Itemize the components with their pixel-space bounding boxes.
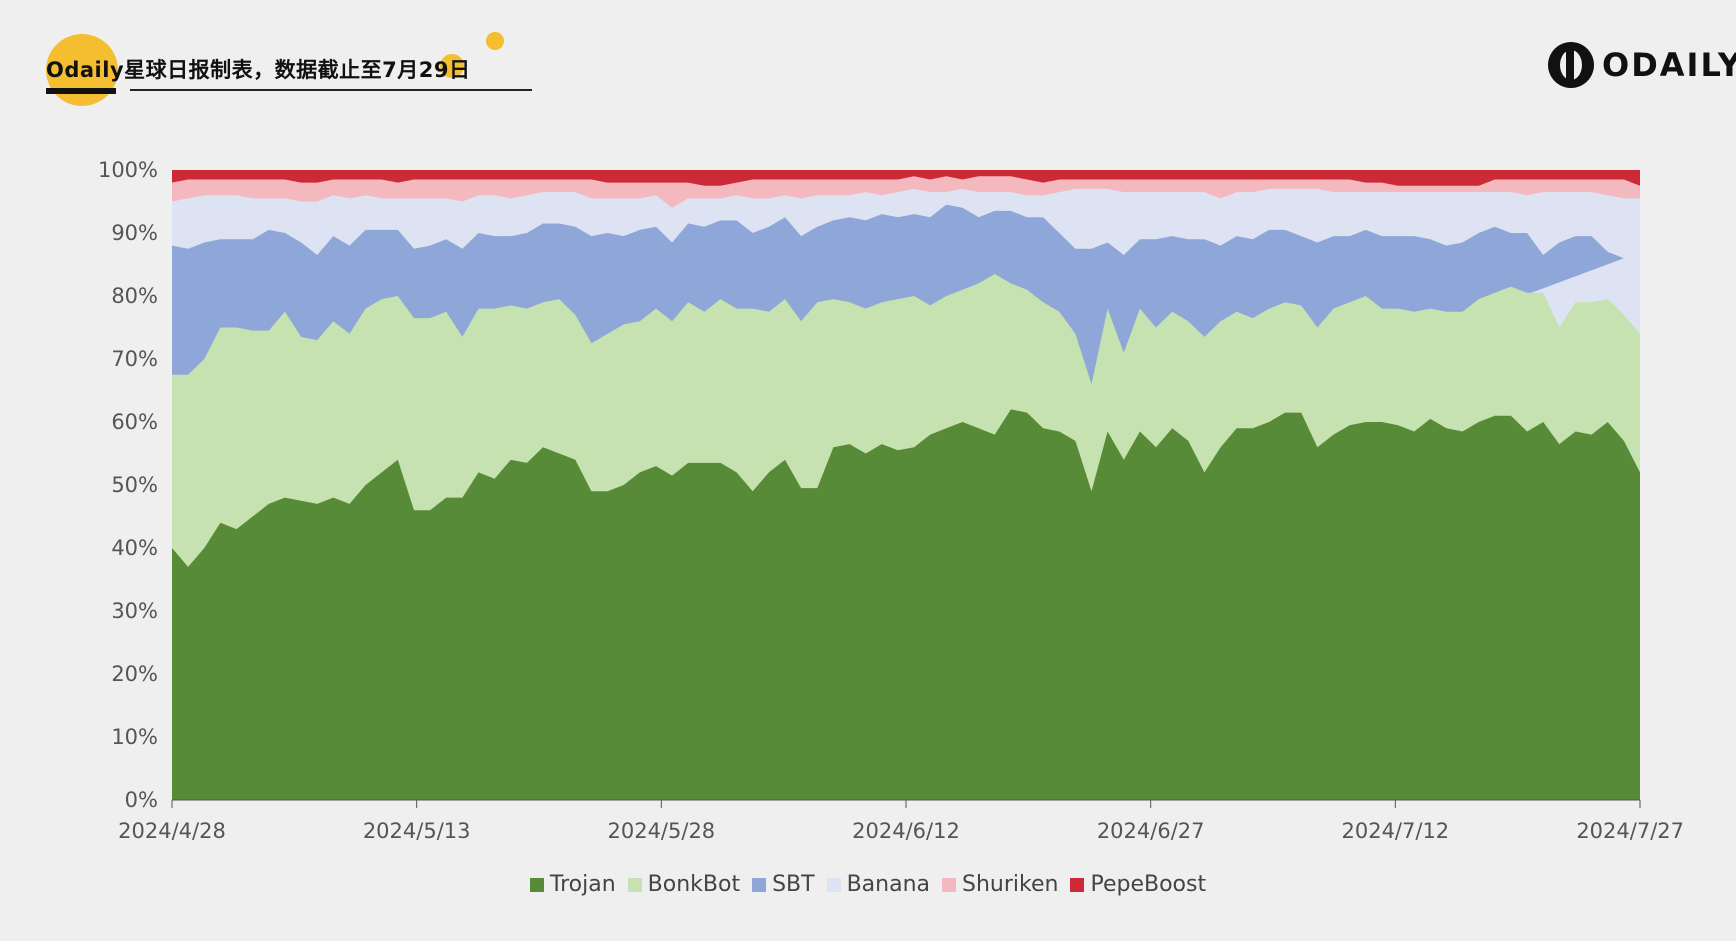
odaily-logo-icon [1548,42,1594,88]
legend-item-bonkbot: BonkBot [627,872,741,897]
x-tick-label: 2024/5/13 [363,819,471,843]
legend-swatch-sbt [752,877,767,892]
title-underline-accent [46,88,116,94]
x-axis-ticks: 2024/4/28 2024/5/13 2024/5/28 2024/6/12 2024… [118,800,1684,843]
title-decoration-dot [440,54,464,78]
chart-areas [172,170,1640,801]
y-tick-label: 50% [111,473,158,497]
y-tick-label: 10% [111,725,158,749]
legend-swatch-banana [826,877,841,892]
odaily-logo: ODAILY [1548,40,1736,90]
legend-swatch-trojan [529,877,544,892]
y-tick-label: 60% [111,410,158,434]
x-tick-label: 2024/6/12 [852,819,960,843]
y-tick-label: 70% [111,347,158,371]
x-tick-label: 2024/4/28 [118,819,226,843]
chart-legend: Trojan BonkBot SBT Banana Shuriken PepeB… [0,872,1736,897]
x-tick-label: 2024/7/12 [1341,819,1449,843]
area-trojan [172,409,1640,800]
legend-label-trojan: Trojan [549,872,616,897]
legend-swatch-shuriken [942,877,957,892]
odaily-logo-text: ODAILY [1602,46,1736,84]
title-underline [130,89,532,91]
x-tick-label: 2024/6/27 [1097,819,1205,843]
legend-item-shuriken: Shuriken [942,872,1058,897]
legend-item-sbt: SBT [752,872,815,897]
legend-swatch-bonkbot [627,877,642,892]
chart-title-block: Odaily星球日报制表，数据截止至7月29日 [46,30,532,106]
legend-item-trojan: Trojan [529,872,616,897]
x-tick-label: 2024/5/28 [607,819,715,843]
legend-label-bonkbot: BonkBot [647,872,741,897]
y-tick-label: 90% [111,221,158,245]
legend-label-pepeboost: PepeBoost [1090,872,1207,897]
legend-swatch-pepeboost [1070,877,1085,892]
legend-label-sbt: SBT [772,872,815,897]
header: Odaily星球日报制表，数据截止至7月29日 ODAILY [0,0,1736,120]
x-tick-label: 2024/7/27 [1576,819,1684,843]
y-tick-label: 20% [111,662,158,686]
y-tick-label: 30% [111,599,158,623]
title-decoration-circle [46,34,118,106]
y-tick-label: 0% [125,788,158,812]
chart-title: Odaily星球日报制表，数据截止至7月29日 [46,58,471,82]
legend-label-shuriken: Shuriken [962,872,1059,897]
y-tick-label: 100% [98,158,158,182]
y-tick-label: 40% [111,536,158,560]
legend-label-banana: Banana [846,872,931,897]
y-axis-ticks: 0% 10% 20% 30% 40% 50% 60% 70% 80% 90% 100% [98,158,158,812]
legend-item-pepeboost: PepeBoost [1070,872,1206,897]
title-decoration-dot-small [486,32,504,50]
legend-item-banana: Banana [826,872,931,897]
y-tick-label: 80% [111,284,158,308]
